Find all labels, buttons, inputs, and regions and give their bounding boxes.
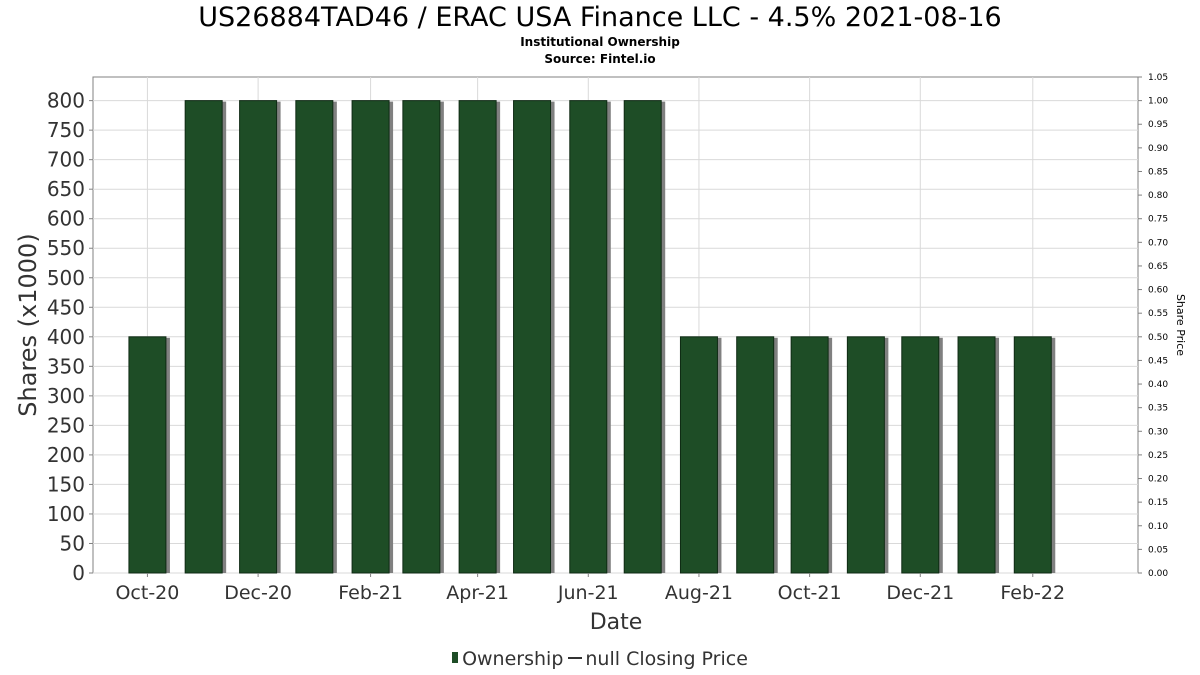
chart-title: US26884TAD46 / ERAC USA Finance LLC - 4.… [198,2,1002,33]
ownership-bar [623,100,662,574]
y2-tick-label: 0.35 [1148,404,1168,414]
ownership-bar [239,100,278,574]
ownership-bar [402,100,441,574]
y2-tick-label: 0.20 [1148,475,1168,485]
legend: Ownership null Closing Price [0,647,1200,671]
y-tick-label: 300 [47,384,85,408]
y2-tick-label: 0.25 [1148,451,1168,461]
y2-tick-label: 0.30 [1148,427,1168,437]
y2-tick-label: 0.15 [1148,498,1168,508]
y-tick-label: 100 [47,502,85,526]
x-tick-label: Apr-21 [446,582,509,604]
y-tick-label: 500 [47,266,85,290]
y-axis-label: Shares (x1000) [14,233,42,416]
ownership-bar [736,336,775,574]
y-tick-label: 0 [72,561,85,585]
y-tick-label: 200 [47,443,85,467]
bars-group [128,100,1056,574]
y2-tick-label: 0.55 [1148,309,1168,319]
y-tick-label: 550 [47,236,85,260]
y2-tick-label: 0.90 [1148,144,1168,154]
y2-tick-label: 0.95 [1148,120,1168,130]
y2-tick-label: 0.05 [1148,545,1168,555]
ownership-bar [569,100,608,574]
y2-tick-label: 0.10 [1148,522,1168,532]
y-tick-label: 350 [47,354,85,378]
chart-subtitle: Institutional Ownership [520,35,680,49]
y2-tick-label: 0.65 [1148,262,1168,272]
x-tick-label: Jun-21 [557,582,619,604]
x-tick-label: Dec-20 [224,582,292,604]
y2-axis: 0.00 0.05 0.10 0.15 0.20 0.25 0.30 0.35 0.40 0.45… [1138,73,1168,579]
ownership-bar [1013,336,1052,574]
x-tick-label: Feb-22 [1000,582,1065,604]
x-tick-label: Aug-21 [665,582,733,604]
x-axis: Oct-20 Dec-20 Feb-21 Apr-21 Jun-21 Aug-21 Oct-… [115,573,1065,604]
price-legend-line [568,656,583,659]
y2-tick-label: 0.40 [1148,380,1168,390]
ownership-bar [295,100,334,574]
y2-tick-label: 0.60 [1148,286,1168,296]
x-tick-label: Feb-21 [338,582,403,604]
x-tick-label: Dec-21 [886,582,954,604]
y-tick-label: 450 [47,295,85,319]
ownership-bar [351,100,390,574]
ownership-bar [957,336,996,574]
ownership-bar [901,336,940,574]
ownership-bar [846,336,885,574]
y-tick-label: 600 [47,207,85,231]
y2-tick-label: 1.00 [1148,97,1168,107]
ownership-bar [679,336,718,574]
y-tick-label: 400 [47,325,85,349]
x-tick-label: Oct-20 [115,582,179,604]
y2-tick-label: 0.75 [1148,215,1168,225]
legend-ownership-label: Ownership [462,648,564,670]
y2-tick-label: 0.85 [1148,167,1168,177]
chart-source: Source: Fintel.io [544,52,656,66]
ownership-bar [790,336,829,574]
y2-tick-label: 1.05 [1148,73,1168,83]
x-axis-label: Date [590,610,643,635]
y-tick-label: 250 [47,413,85,437]
y-tick-label: 750 [47,118,85,142]
legend-price-label: null Closing Price [585,648,748,670]
y2-axis-label: Share Price [1174,294,1187,356]
ownership-legend-swatch [452,652,459,663]
y2-tick-label: 0.50 [1148,333,1168,343]
y-tick-label: 50 [60,531,85,555]
y-tick-label: 650 [47,177,85,201]
y2-tick-label: 0.00 [1148,569,1168,579]
y-tick-label: 800 [47,89,85,113]
y-tick-label: 150 [47,472,85,496]
y-axis: 0 50 100 150 200 250 300 350 400 450 500 550 600 650 7… [47,89,93,585]
y2-tick-label: 0.45 [1148,356,1168,366]
ownership-bar [513,100,552,574]
y-tick-label: 700 [47,148,85,172]
ownership-bar [458,100,497,574]
ownership-bar [184,100,223,574]
x-tick-label: Oct-21 [778,582,842,604]
ownership-bar [128,336,167,574]
y2-tick-label: 0.70 [1148,238,1168,248]
y2-tick-label: 0.80 [1148,191,1168,201]
